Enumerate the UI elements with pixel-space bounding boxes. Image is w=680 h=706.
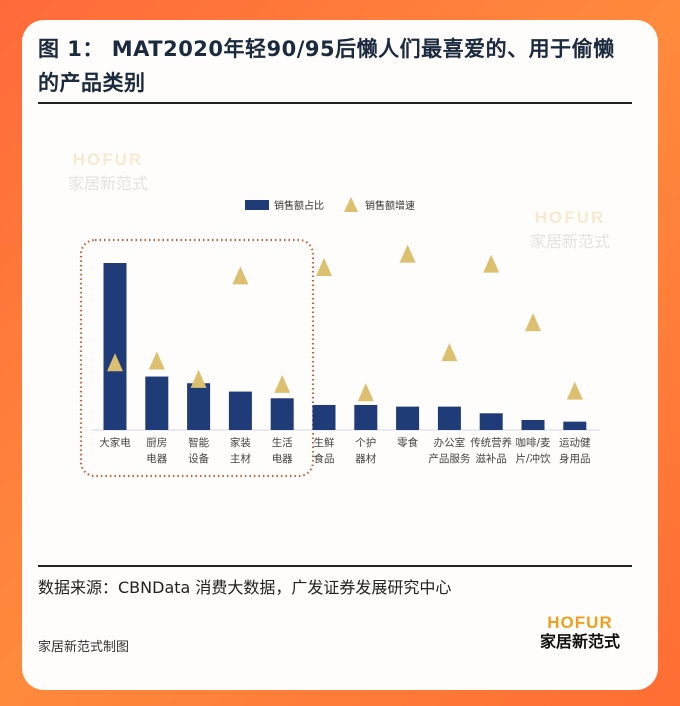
bar-6 xyxy=(354,404,378,430)
category-label-2: 智能设备 xyxy=(188,437,210,465)
logo-cn: 家居新范式 xyxy=(540,632,621,651)
highlight-box xyxy=(79,238,315,478)
bar-8 xyxy=(437,406,461,430)
category-label-6: 器材 xyxy=(355,452,376,465)
bar-2 xyxy=(187,383,211,430)
category-label-7: 零食 xyxy=(397,436,418,449)
growth-marker-0 xyxy=(107,353,123,372)
growth-marker-7 xyxy=(399,244,416,263)
bar-7 xyxy=(396,406,420,430)
category-label-10: 片/冲饮 xyxy=(515,452,551,465)
growth-marker-5 xyxy=(316,258,332,277)
legend-triangle-swatch xyxy=(344,197,358,212)
watermark-en: HOFUR xyxy=(534,208,606,227)
category-label-11: 身用品 xyxy=(559,452,591,465)
growth-marker-4 xyxy=(274,374,291,393)
watermark-en: HOFUR xyxy=(72,150,144,169)
category-label-0: 大家电 xyxy=(99,436,131,449)
title-divider xyxy=(38,102,632,104)
watermark: HOFUR 家居新范式 xyxy=(530,208,610,252)
category-label-5: 生鲜 xyxy=(314,436,335,449)
legend-bar-label: 销售额占比 xyxy=(274,199,324,212)
source-divider xyxy=(38,565,632,567)
growth-marker-8 xyxy=(441,343,458,362)
bar-4 xyxy=(270,398,294,430)
bar-1 xyxy=(145,376,169,430)
logo-en: HOFUR xyxy=(547,613,613,632)
card xyxy=(22,20,658,690)
category-label-1: 厨房电器 xyxy=(146,437,168,465)
watermark: HOFUR 家居新范式 xyxy=(68,150,148,194)
legend-bar-swatch xyxy=(245,200,269,210)
category-label-9: 传统营养 xyxy=(470,436,512,449)
category-label-4: 生活电器 xyxy=(271,437,293,465)
legend-triangle-label: 销售额增速 xyxy=(365,199,415,212)
bar-5 xyxy=(312,404,336,430)
legend: 销售额占比 销售额增速 xyxy=(245,197,415,212)
growth-marker-10 xyxy=(525,313,541,332)
category-label-8: 产品服务 xyxy=(428,452,470,465)
category-label-10: 咖啡/麦 xyxy=(515,437,551,449)
growth-marker-1 xyxy=(148,351,165,370)
bar-9 xyxy=(479,413,503,430)
growth-marker-9 xyxy=(483,254,500,273)
category-label-6: 个护 xyxy=(355,436,376,449)
category-label-3: 家装主材 xyxy=(229,437,251,465)
growth-marker-3 xyxy=(232,266,249,285)
watermark-cn: 家居新范式 xyxy=(530,232,611,251)
growth-marker-6 xyxy=(357,383,374,402)
category-label-5: 食品 xyxy=(314,452,335,465)
bar-10 xyxy=(521,419,545,430)
category-label-8: 办公室 xyxy=(434,436,466,449)
figure-title: 图 1： MAT2020年轻90/95后懒人们最喜爱的、用于偷懒的产品类别 xyxy=(38,37,615,95)
source-note: 数据来源：CBNData 消费大数据，广发证券发展研究中心 xyxy=(38,578,452,597)
bar-3 xyxy=(228,391,252,430)
bar-0 xyxy=(103,263,127,430)
growth-marker-11 xyxy=(566,381,583,400)
bar-11 xyxy=(563,421,587,430)
growth-marker-2 xyxy=(190,369,207,388)
credit: 家居新范式制图 xyxy=(38,640,130,655)
logo: HOFUR 家居新范式 xyxy=(540,614,620,652)
category-label-11: 运动健 xyxy=(559,437,591,449)
watermark-cn: 家居新范式 xyxy=(68,174,149,193)
category-label-9: 滋补品 xyxy=(475,452,507,465)
